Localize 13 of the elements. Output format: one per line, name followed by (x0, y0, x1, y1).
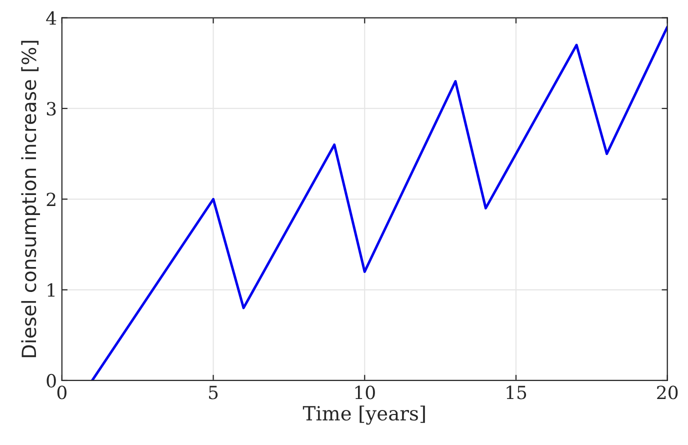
y-tick-label: 4 (46, 11, 56, 25)
y-axis-title: Diesel consumption increase [%] (21, 40, 40, 358)
x-tick-label: 15 (506, 386, 526, 400)
y-tick-label: 1 (48, 283, 54, 297)
x-tick-label: 20 (657, 386, 678, 400)
x-axis-title: Time [years] (302, 406, 425, 425)
y-tick-label: 3 (46, 102, 56, 116)
line-series (90, 26, 668, 380)
x-tick-label: 5 (209, 386, 218, 400)
y-tick-label: 2 (46, 192, 56, 206)
y-tick-label: 0 (46, 374, 56, 388)
x-tick-label: 10 (355, 386, 375, 400)
x-tick-label: 0 (57, 386, 66, 400)
